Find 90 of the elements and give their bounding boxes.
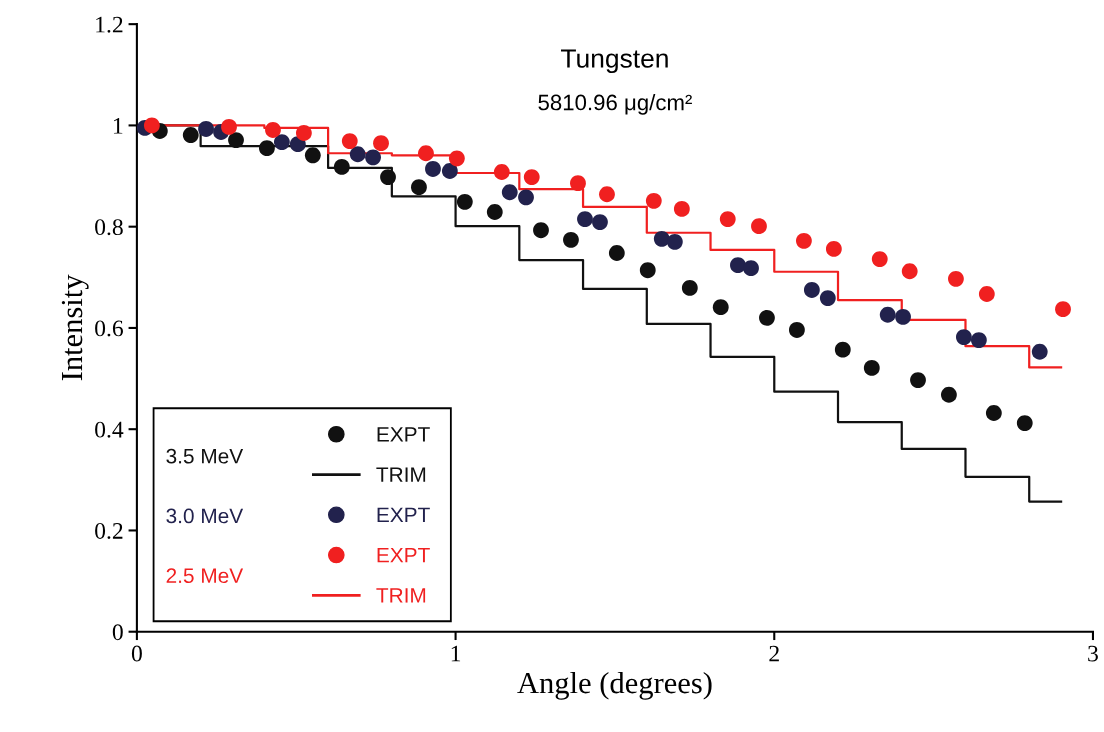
- point: [418, 145, 434, 162]
- point: [901, 263, 918, 280]
- point: [759, 309, 775, 326]
- point: [1055, 301, 1071, 318]
- y-tick-label: 0.8: [95, 219, 123, 236]
- x-tick-label: 1: [451, 645, 461, 662]
- point: [501, 184, 518, 201]
- point: [985, 405, 1002, 421]
- y-tick-label: 0.2: [95, 522, 123, 539]
- y-tick-label: 0: [112, 624, 123, 641]
- point: [879, 306, 896, 323]
- y-tick-label: 1.2: [96, 16, 123, 33]
- point: [1016, 415, 1033, 432]
- point: [910, 372, 926, 388]
- point: [970, 332, 987, 349]
- point: [259, 140, 275, 157]
- point: [456, 193, 473, 210]
- legend-label: EXPT: [377, 427, 430, 442]
- point: [198, 121, 214, 137]
- point: [803, 282, 820, 298]
- point: [863, 360, 880, 376]
- point: [143, 117, 160, 134]
- legend-label: TRIM: [376, 467, 426, 482]
- x-axis-title: Angle (degrees): [517, 671, 712, 700]
- point: [681, 280, 698, 296]
- point: [221, 119, 237, 135]
- point: [743, 260, 759, 277]
- legend-label: TRIM: [376, 588, 426, 603]
- point: [751, 218, 767, 235]
- point: [895, 308, 911, 325]
- point: [523, 169, 540, 185]
- point: [380, 169, 396, 185]
- annotation: 2.5 MeV: [166, 568, 244, 584]
- y-tick-label: 0.6: [95, 320, 123, 337]
- point: [719, 211, 736, 227]
- point: [486, 204, 503, 220]
- point: [273, 134, 290, 151]
- point: [365, 149, 381, 166]
- point: [673, 201, 690, 217]
- point: [411, 179, 427, 196]
- annotation: 3.5 MeV: [166, 448, 244, 464]
- annotation: 3.0 MeV: [166, 508, 244, 524]
- text: 5810.96 μg/cm²: [538, 94, 692, 115]
- point: [182, 127, 199, 143]
- legend-label: EXPT: [377, 547, 430, 563]
- point: [570, 175, 586, 192]
- y-axis-title: Intensity: [61, 274, 89, 381]
- point: [349, 146, 366, 163]
- point: [533, 222, 549, 239]
- point: [978, 286, 995, 302]
- y-tick-label: 0.4: [95, 421, 124, 438]
- legend-label: EXPT: [377, 507, 430, 523]
- point: [373, 135, 389, 152]
- point: [645, 192, 662, 209]
- point: [448, 150, 465, 167]
- point: [304, 147, 321, 164]
- point: [948, 270, 964, 287]
- point: [666, 233, 683, 250]
- point: [730, 257, 746, 274]
- point: [577, 211, 593, 227]
- text: Tungsten: [561, 49, 668, 74]
- point: [295, 125, 312, 141]
- point: [265, 122, 281, 138]
- point: [608, 245, 625, 261]
- point: [825, 241, 842, 257]
- point: [563, 231, 579, 248]
- point: [228, 132, 244, 149]
- x-tick-label: 0: [131, 645, 142, 662]
- point: [493, 164, 510, 180]
- point: [955, 329, 972, 345]
- x-tick-label: 3: [1088, 645, 1098, 662]
- point: [1031, 343, 1048, 360]
- x-tick-label: 2: [769, 645, 779, 662]
- point: [639, 262, 656, 279]
- point: [341, 133, 358, 150]
- point: [441, 163, 458, 179]
- point: [518, 189, 534, 206]
- point: [871, 251, 888, 267]
- point: [795, 232, 812, 249]
- point: [819, 290, 836, 306]
- point: [940, 386, 957, 403]
- point: [599, 186, 615, 203]
- point: [333, 159, 350, 175]
- point: [712, 299, 729, 316]
- point: [653, 230, 670, 247]
- point: [788, 322, 805, 338]
- point: [834, 341, 851, 358]
- point: [425, 161, 441, 177]
- y-tick-label: 1: [113, 118, 123, 134]
- point: [592, 214, 608, 231]
